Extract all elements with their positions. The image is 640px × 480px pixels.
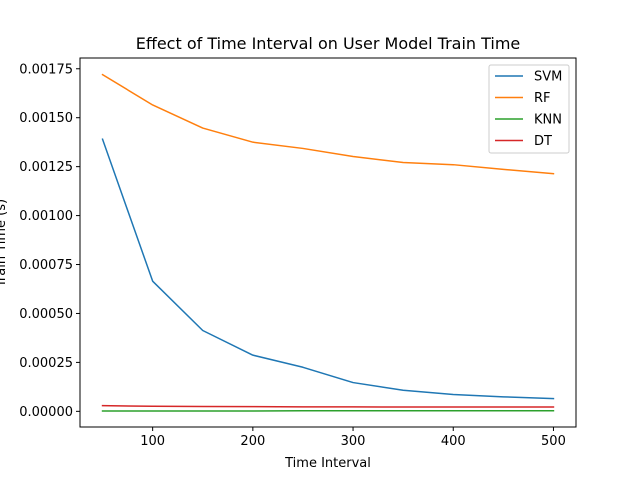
legend: SVM RF KNN DT	[488, 64, 570, 154]
x-axis: 100 200 300 400 500	[140, 427, 566, 449]
chart-title: Effect of Time Interval on User Model Tr…	[136, 34, 521, 53]
series-line-rf	[101, 73, 555, 175]
series-line-dt	[101, 404, 555, 408]
x-tick-label: 100	[140, 434, 165, 449]
legend-label-knn: KNN	[534, 113, 562, 128]
y-tick-label: 0.00075	[19, 258, 73, 273]
series-layer	[101, 73, 555, 412]
x-tick-label: 400	[441, 434, 466, 449]
x-tick-label: 200	[240, 434, 265, 449]
y-tick-label: 0.00050	[19, 307, 73, 322]
y-axis: 0.00000 0.00025 0.00050 0.00075 0.00100 0.001…	[19, 62, 80, 420]
y-tick-label: 0.00125	[19, 160, 73, 175]
plot-frame	[79, 57, 577, 428]
x-axis-label: Time Interval	[284, 456, 371, 471]
y-tick-label: 0.00175	[19, 62, 73, 77]
y-tick-label: 0.00150	[19, 111, 73, 126]
y-tick-label: 0.00000	[19, 405, 73, 420]
y-axis-label: Train Time (s)	[0, 199, 9, 288]
series-line-svm	[101, 138, 555, 400]
legend-label-svm: SVM	[534, 70, 562, 85]
x-tick-label: 300	[341, 434, 366, 449]
y-tick-label: 0.00100	[19, 209, 73, 224]
legend-box	[488, 64, 570, 154]
x-tick-label: 500	[541, 434, 566, 449]
legend-label-dt: DT	[534, 134, 552, 149]
y-tick-label: 0.00025	[19, 356, 73, 371]
legend-label-rf: RF	[534, 91, 551, 106]
